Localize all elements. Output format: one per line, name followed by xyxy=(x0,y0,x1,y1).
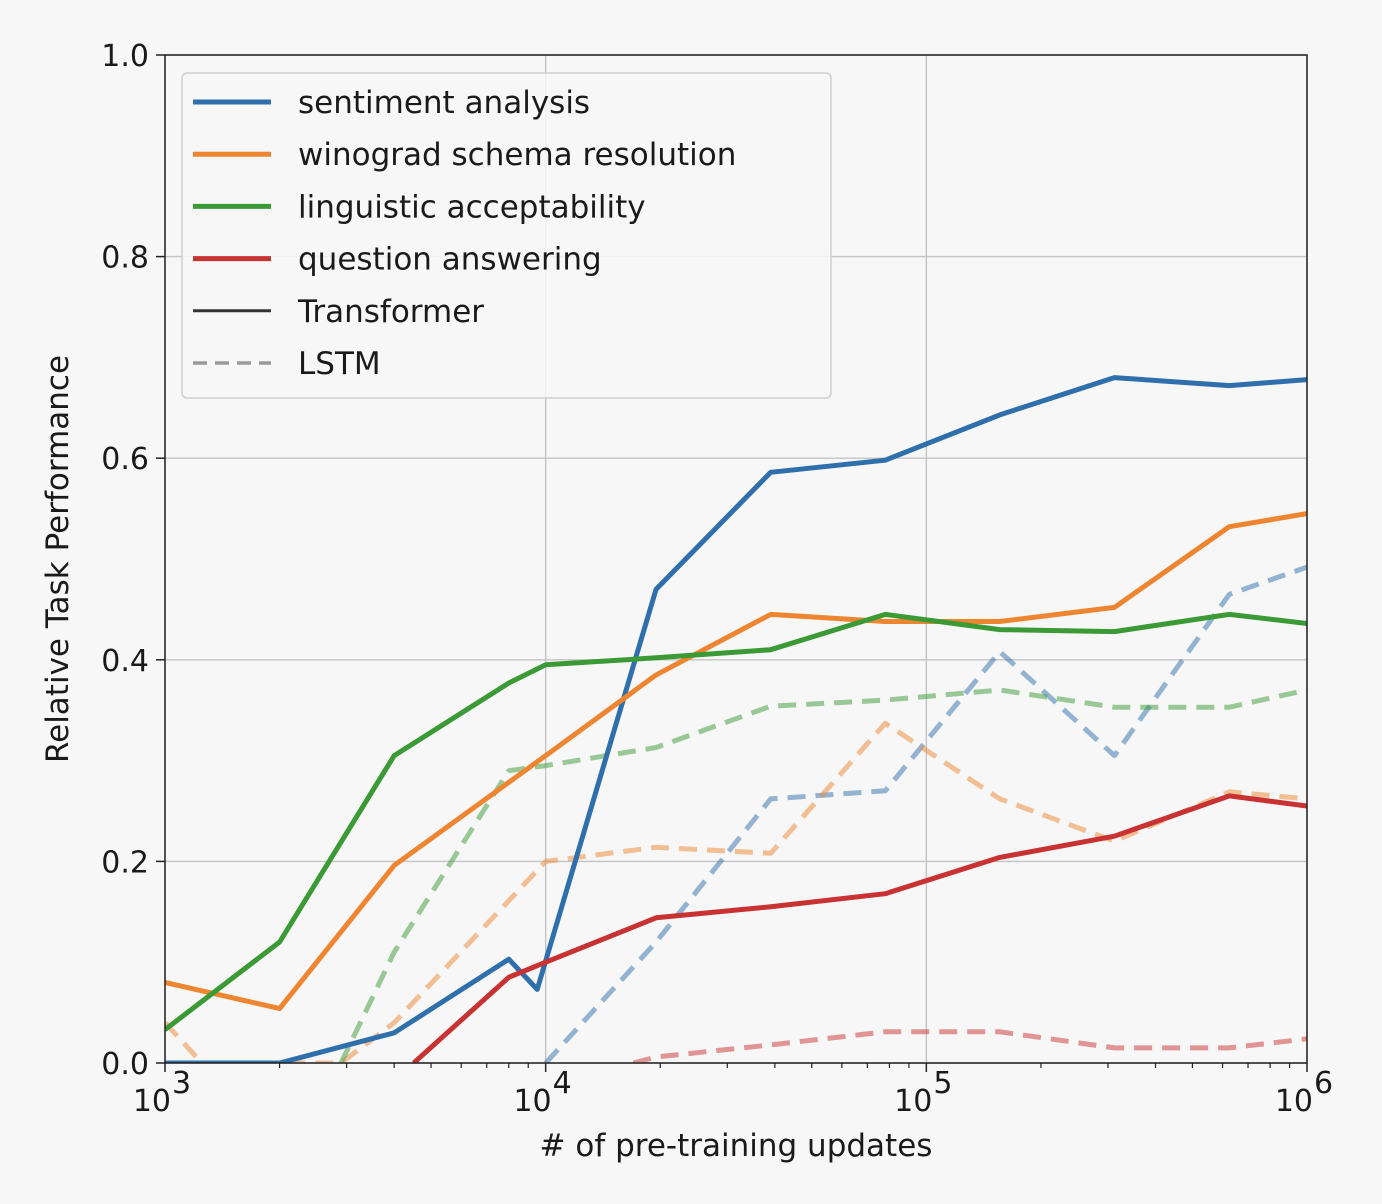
series-lines xyxy=(165,375,1307,1063)
series-sentiment-analysis-transformer xyxy=(165,375,1307,1063)
legend-item-sentiment-analysis: sentiment analysis xyxy=(193,85,590,121)
series-winograd-schema-resolution-transformer xyxy=(165,511,1307,1012)
series-question-answering-transformer xyxy=(412,793,1307,1063)
legend-label: winograd schema resolution xyxy=(298,137,736,173)
series-linguistic-acceptability-lstm xyxy=(338,687,1307,1063)
y-axis-label: Relative Task Performance xyxy=(40,355,76,763)
legend-box xyxy=(181,72,832,399)
legend-label: sentiment analysis xyxy=(298,85,590,121)
x-tick-exponent: 5 xyxy=(933,1066,952,1101)
x-tick-exponent: 6 xyxy=(1314,1066,1333,1101)
y-tick-label: 1.0 xyxy=(101,39,149,74)
y-tick-label: 0.8 xyxy=(101,241,149,276)
series-winograd-schema-resolution-lstm xyxy=(165,720,1307,1063)
series-linguistic-acceptability-transformer xyxy=(165,611,1307,1032)
x-tick-label: 104 xyxy=(513,1066,571,1119)
legend-label: Transformer xyxy=(297,294,484,330)
x-tick-base: 10 xyxy=(1275,1084,1313,1119)
x-axis-label: # of pre-training updates xyxy=(540,1128,933,1164)
x-tick-label: 103 xyxy=(133,1066,191,1119)
series-question-answering-lstm xyxy=(632,1029,1307,1063)
legend-item-lstm: LSTM xyxy=(193,346,381,382)
legend: sentiment analysis winograd schema resolu… xyxy=(181,72,832,399)
plot-frame xyxy=(164,54,1308,1064)
x-tick-exponent: 3 xyxy=(172,1066,191,1101)
legend-item-linguistic-acceptability: linguistic acceptability xyxy=(193,189,646,225)
x-tick-base: 10 xyxy=(513,1084,551,1119)
x-tick-base: 10 xyxy=(133,1084,171,1119)
y-tick-label: 0.0 xyxy=(101,1047,149,1082)
legend-item-question-answering: question answering xyxy=(193,242,602,278)
x-tick-label: 105 xyxy=(894,1066,952,1119)
x-tick-exponent: 4 xyxy=(553,1066,572,1101)
y-tick-label: 0.6 xyxy=(101,442,149,477)
x-tick-label: 106 xyxy=(1275,1066,1333,1119)
legend-label: linguistic acceptability xyxy=(298,189,646,225)
y-tick-label: 0.2 xyxy=(101,845,149,880)
legend-label: question answering xyxy=(298,242,602,278)
legend-item-winograd-schema-resolution: winograd schema resolution xyxy=(193,137,736,173)
series-sentiment-analysis-lstm xyxy=(543,564,1307,1063)
legend-label: LSTM xyxy=(298,346,381,382)
y-tick-label: 0.4 xyxy=(101,644,149,679)
x-tick-base: 10 xyxy=(894,1084,932,1119)
legend-item-transformer: Transformer xyxy=(193,294,484,330)
